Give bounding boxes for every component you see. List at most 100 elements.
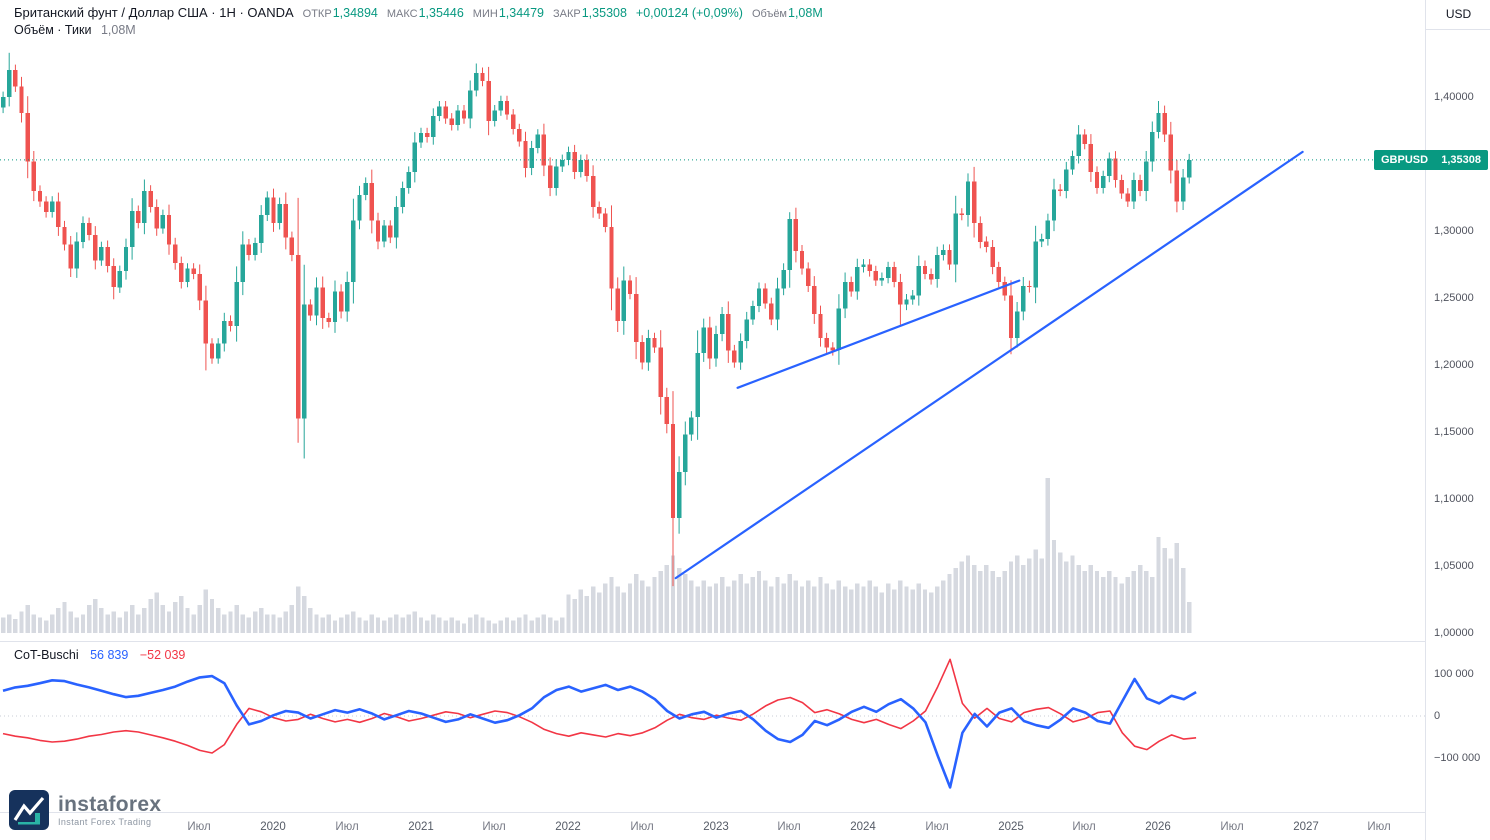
candle-body [910,295,915,300]
candle-body [283,204,288,238]
cot-red-line [2,658,1197,754]
candle-body [142,190,147,223]
volume-bar [1039,558,1044,633]
candle-body [1168,134,1173,171]
volume-bar [1113,577,1118,633]
volume-bar [1174,543,1180,633]
candle-body [523,141,528,168]
price-axis[interactable]: USD 1,40000 1,30000 1,25000 1,20000 1,15000 1… [1425,0,1490,840]
volume-bar [603,583,608,633]
candle-body [406,172,411,189]
volume-bar [750,577,756,633]
trendline[interactable] [674,150,1304,580]
volume-bar [412,611,417,633]
volume-bar [1021,564,1026,633]
volume-bar [928,592,934,633]
volume-bar [345,614,350,633]
candle-body [1070,156,1075,170]
volume-bar [1027,558,1032,633]
volume-bar [916,583,921,633]
candle-body [1119,180,1124,194]
candle-body [19,86,24,114]
candle-body [1008,295,1014,339]
candle-body [824,338,829,348]
candle-body [1058,189,1063,191]
candle-body [713,334,719,359]
volume-bar [775,577,780,633]
volume-bar [707,586,712,633]
candle-body [314,287,319,316]
time-tick-year: 2020 [260,821,286,833]
symbol-title[interactable]: Британский фунт / Доллар США · 1Н · OAND… [14,5,294,20]
volume-bar [1137,564,1143,633]
volume-bar [892,589,897,633]
candle-body [37,190,43,202]
volume-bar [793,580,799,633]
volume-bar [437,617,442,633]
volume-bar [424,620,430,633]
candle-body [105,247,110,266]
logo-tagline: Instant Forex Trading [58,816,152,827]
volume-bar [652,577,657,633]
trendline[interactable] [736,279,1021,389]
currency-axis-label[interactable]: USD [1426,0,1490,30]
candle-body [1125,193,1130,202]
volume-bar [781,583,786,633]
volume-bar [818,577,823,633]
price-tick-label: 1,05000 [1434,560,1474,572]
candle-body [818,314,823,339]
candle-body [1014,311,1020,339]
candle-body [209,343,215,359]
candle-body [959,213,964,215]
candle-body [412,142,417,173]
candle-body [517,129,522,142]
volume-bar [689,580,694,633]
volume-indicator-value: 1,08М [100,23,136,37]
candle-body [185,268,190,282]
candle-body [695,352,700,418]
candle-body [424,133,430,138]
volume-bar [953,567,958,633]
volume-label: Объём [751,8,787,20]
time-axis[interactable]: Июл 2020 Июл 2021 Июл 2022 Июл 2023 Июл 2024 Июл 20… [0,812,1490,840]
candle-body [289,237,295,256]
volume-bar [547,617,553,633]
candle-body [855,267,860,292]
candle-body [1033,241,1038,288]
instaforex-logo: instaforex Instant Forex Trading [8,789,161,831]
price-tick-label: 1,30000 [1434,225,1474,237]
candle-body [203,300,209,344]
volume-bar [369,614,374,633]
time-tick-month: Июл [777,821,801,833]
candle-body [511,114,516,130]
volume-bar [302,595,307,633]
candle-body [806,268,811,286]
price-tick-label: 1,40000 [1434,91,1474,103]
candle-body [25,113,30,162]
candle-body [1156,113,1161,132]
volume-bar [517,617,522,633]
volume-bar [1180,567,1186,633]
candle-body [971,181,977,223]
volume-bar [203,589,209,633]
volume-bar [62,602,67,633]
price-tick-label: 1,10000 [1434,493,1474,505]
candle-body [615,288,620,321]
candle-body [86,223,92,236]
chart-canvas[interactable] [0,0,1425,812]
candle-body [652,338,657,348]
candle-body [1137,180,1143,191]
candle-body [633,294,639,343]
candle-body [357,194,362,221]
cot-indicator-title[interactable]: CoT-Buschi [14,648,79,662]
candle-body [707,327,712,359]
pane-separator[interactable] [0,641,1490,642]
candle-body [1162,113,1167,135]
volume-bar [763,580,768,633]
volume-bar [867,580,872,633]
volume-indicator-title[interactable]: Объём · Тики [14,23,92,37]
volume-bar [1051,540,1057,633]
candle-body [1187,160,1192,178]
volume-bar [855,583,860,633]
volume-bar [283,611,288,633]
